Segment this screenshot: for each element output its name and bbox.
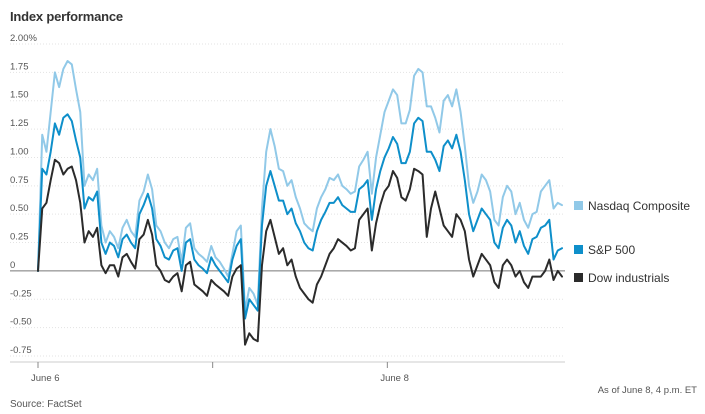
y-tick-label: 0 (10, 260, 15, 271)
dow-legend-swatch (574, 273, 583, 282)
y-tick-label: 0.50 (10, 203, 29, 214)
dow-industrials-line (37, 158, 563, 346)
y-tick-label: 1.50 (10, 90, 29, 101)
y-tick-label: 0.25 (10, 232, 29, 243)
y-tick-label: 0.75 (10, 175, 29, 186)
y-tick-label: 1.25 (10, 118, 29, 129)
y-tick-label: -0.75 (10, 345, 32, 356)
gridlines (10, 43, 565, 357)
x-tick-label: June 8 (380, 373, 409, 384)
nasdaq-legend-label: Nasdaq Composite (588, 199, 690, 213)
timestamp-note: As of June 8, 4 p.m. ET (597, 385, 697, 396)
sp500-line (37, 113, 563, 320)
y-axis-tick-labels: -0.75 -0.50 -0.25 0 0.25 0.50 0.75 1.00 1.25 1.50… (10, 33, 37, 356)
y-tick-label: 1.75 (10, 61, 29, 72)
nasdaq-composite-line (37, 60, 563, 312)
y-tick-label: 2.00% (10, 33, 37, 44)
source-note: Source: FactSet (10, 399, 82, 410)
sp500-legend-swatch (574, 245, 583, 254)
legend: Nasdaq Composite S&P 500 Dow industrials (574, 199, 690, 285)
x-axis: June 6 June 8 (10, 361, 565, 384)
x-tick-label: June 6 (31, 373, 60, 384)
y-tick-label: -0.50 (10, 317, 32, 328)
series-lines (37, 60, 563, 346)
y-tick-label: 1.00 (10, 146, 29, 157)
dow-legend-label: Dow industrials (588, 271, 669, 285)
nasdaq-legend-swatch (574, 201, 583, 210)
sp500-legend-label: S&P 500 (588, 243, 635, 257)
chart-title: Index performance (10, 9, 123, 24)
y-tick-label: -0.25 (10, 288, 32, 299)
